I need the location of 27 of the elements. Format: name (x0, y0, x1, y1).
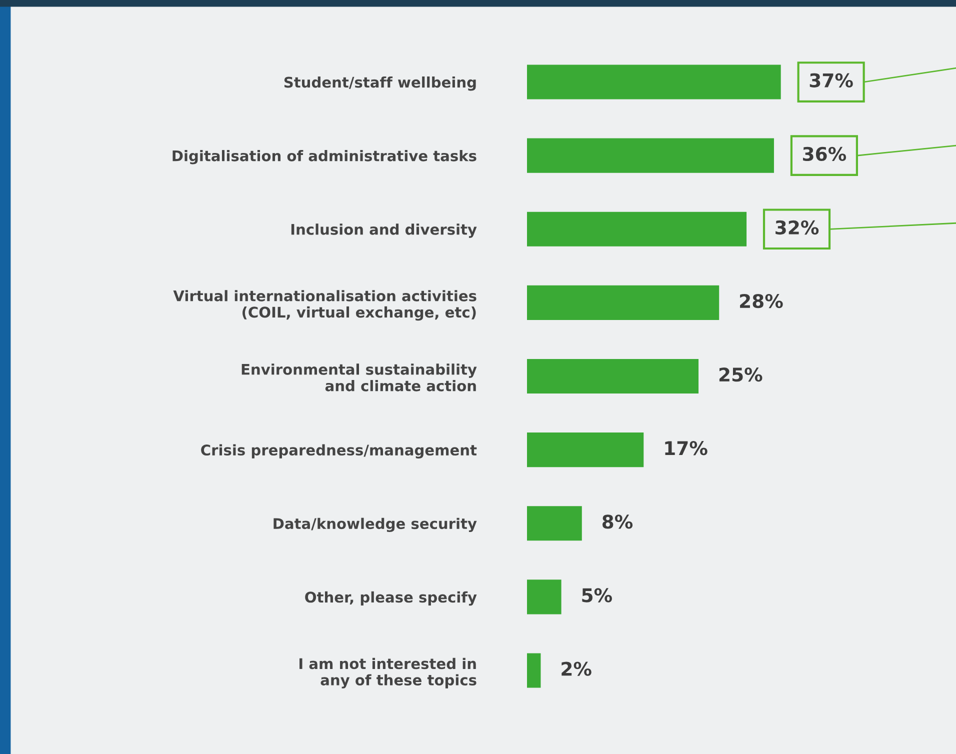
y-tick-label: Crisis preparedness/management (201, 444, 477, 458)
y-tick-label: I am not interested in any of these topics (300, 658, 476, 688)
bar (527, 580, 562, 614)
bar (527, 358, 699, 394)
data-label: 32% (776, 220, 819, 235)
bar (527, 506, 582, 541)
y-tick-label: Environmental sustainability and climate action (242, 364, 477, 392)
bar (527, 432, 644, 468)
y-tick-label: Data/knowledge security (274, 518, 477, 532)
data-label: 36% (803, 146, 846, 162)
bar (527, 212, 747, 246)
y-tick-label: Digitalisation of administrative tasks (172, 150, 476, 164)
y-tick-label: Other, please specify (305, 591, 477, 606)
data-label: 17% (665, 441, 708, 456)
data-label: 37% (810, 73, 853, 88)
data-label: 5% (582, 588, 612, 602)
bar (527, 64, 781, 100)
data-label: 2% (562, 662, 592, 676)
data-label: 8% (602, 514, 633, 529)
data-label: 25% (719, 368, 762, 382)
bar (527, 653, 541, 688)
data-label: 28% (740, 294, 783, 308)
bar (527, 138, 774, 173)
y-tick-label: Student/staff wellbeing (284, 76, 476, 91)
bar (527, 285, 720, 320)
y-tick-label: Inclusion and diversity (291, 224, 477, 238)
y-tick-label: Virtual internationalisation activities (COIL, virtual exchange, etc) (173, 290, 476, 321)
